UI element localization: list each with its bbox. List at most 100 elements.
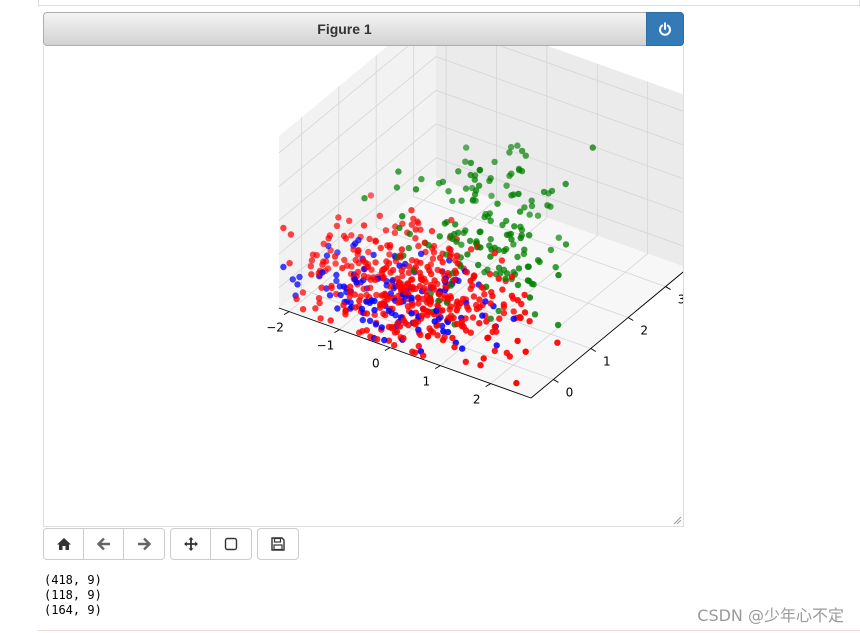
scatter-point [441, 220, 449, 227]
x-tick [384, 347, 391, 351]
save-button[interactable] [258, 529, 298, 559]
scatter-point [447, 252, 454, 260]
back-button[interactable] [84, 529, 124, 559]
y-tick-label: 1 [603, 354, 611, 368]
scatter-point [381, 336, 388, 344]
scatter-point [299, 306, 307, 313]
scatter-point [444, 270, 452, 277]
scatter-point [430, 284, 437, 291]
scatter-point [363, 310, 371, 317]
scatter-point [402, 289, 409, 296]
scatter-point [434, 332, 441, 339]
scatter-point [589, 144, 596, 151]
scatter-point [299, 289, 307, 296]
arrow-left-icon [96, 537, 110, 551]
scatter-point [412, 226, 419, 233]
scatter-point [471, 176, 478, 183]
y-tick-label: 2 [640, 324, 648, 338]
scatter-point [347, 299, 354, 306]
scatter-point [293, 295, 300, 303]
scatter-point [469, 314, 477, 321]
scatter-point [507, 143, 515, 151]
scatter-point [439, 336, 447, 344]
scatter-point [380, 310, 387, 317]
scatter-point [289, 276, 296, 283]
scatter-point [521, 204, 528, 211]
scatter-point [467, 277, 474, 284]
grid-line [278, 123, 437, 255]
scatter-point [462, 158, 469, 165]
scatter-point [412, 264, 419, 271]
home-button[interactable] [44, 529, 84, 559]
x-tick-label: −1 [317, 339, 335, 353]
scatter-point [536, 258, 543, 265]
scatter-point [480, 355, 487, 362]
scatter-point [555, 234, 562, 241]
scatter-point [517, 234, 524, 242]
scatter-point [489, 292, 496, 300]
scatter-point [399, 272, 406, 280]
figure-title: Figure 1 [317, 21, 372, 37]
resize-handle-icon[interactable] [672, 515, 682, 525]
scatter-point [408, 276, 415, 283]
scatter-point [534, 212, 542, 219]
scatter-point [360, 285, 367, 293]
scatter-point [334, 305, 341, 312]
scatter-point [451, 343, 458, 351]
scatter-point [352, 256, 359, 264]
scatter-point [377, 244, 384, 252]
grid-line [435, 123, 689, 215]
scatter-point [408, 221, 415, 228]
scatter-point [483, 318, 490, 325]
watermark: CSDN @少年心不定 [697, 606, 844, 625]
scatter-point [381, 265, 388, 273]
scatter-point [493, 342, 500, 349]
scatter-point [453, 307, 460, 314]
scatter-point [312, 305, 319, 312]
scatter-point [340, 302, 347, 309]
close-figure-button[interactable] [646, 12, 684, 46]
scatter-point [319, 269, 326, 276]
cell-output: (418, 9) (118, 9) (164, 9) [44, 573, 102, 618]
scatter-point [462, 227, 469, 234]
zoom-button[interactable] [211, 529, 251, 559]
scatter-point [333, 277, 340, 285]
scatter-point [405, 263, 413, 270]
scatter-point [395, 168, 402, 175]
scatter-point [360, 257, 367, 264]
scatter-point [479, 312, 486, 319]
scatter-point [339, 264, 346, 272]
scatter-point [506, 353, 513, 360]
scatter-point [516, 313, 524, 321]
scatter-point [360, 222, 368, 229]
scatter-point [397, 286, 405, 293]
scatter-point [280, 224, 287, 232]
scatter-point [554, 339, 561, 346]
scatter-point [391, 229, 399, 236]
scatter-point [555, 271, 562, 279]
scatter-point [498, 257, 506, 264]
scatter-point [540, 188, 548, 196]
scatter-point [503, 182, 510, 189]
pan-button[interactable] [171, 529, 211, 559]
scatter-point [477, 244, 484, 251]
scatter-point [482, 298, 489, 305]
output-line: (118, 9) [44, 588, 102, 602]
scatter-point [426, 267, 433, 274]
scatter-point [447, 246, 454, 253]
grid-line [413, 196, 666, 287]
scatter-point [496, 315, 503, 322]
scatter-point [469, 282, 476, 289]
output-line: (418, 9) [44, 573, 102, 587]
y-axis-line [530, 267, 689, 399]
forward-button[interactable] [124, 529, 164, 559]
scatter-point [367, 192, 375, 199]
scatter-point [470, 272, 478, 279]
scatter-point [508, 273, 516, 281]
home-icon [56, 538, 71, 550]
scatter-point [453, 320, 461, 328]
scatter-point [484, 334, 491, 342]
scatter-point [487, 300, 494, 307]
